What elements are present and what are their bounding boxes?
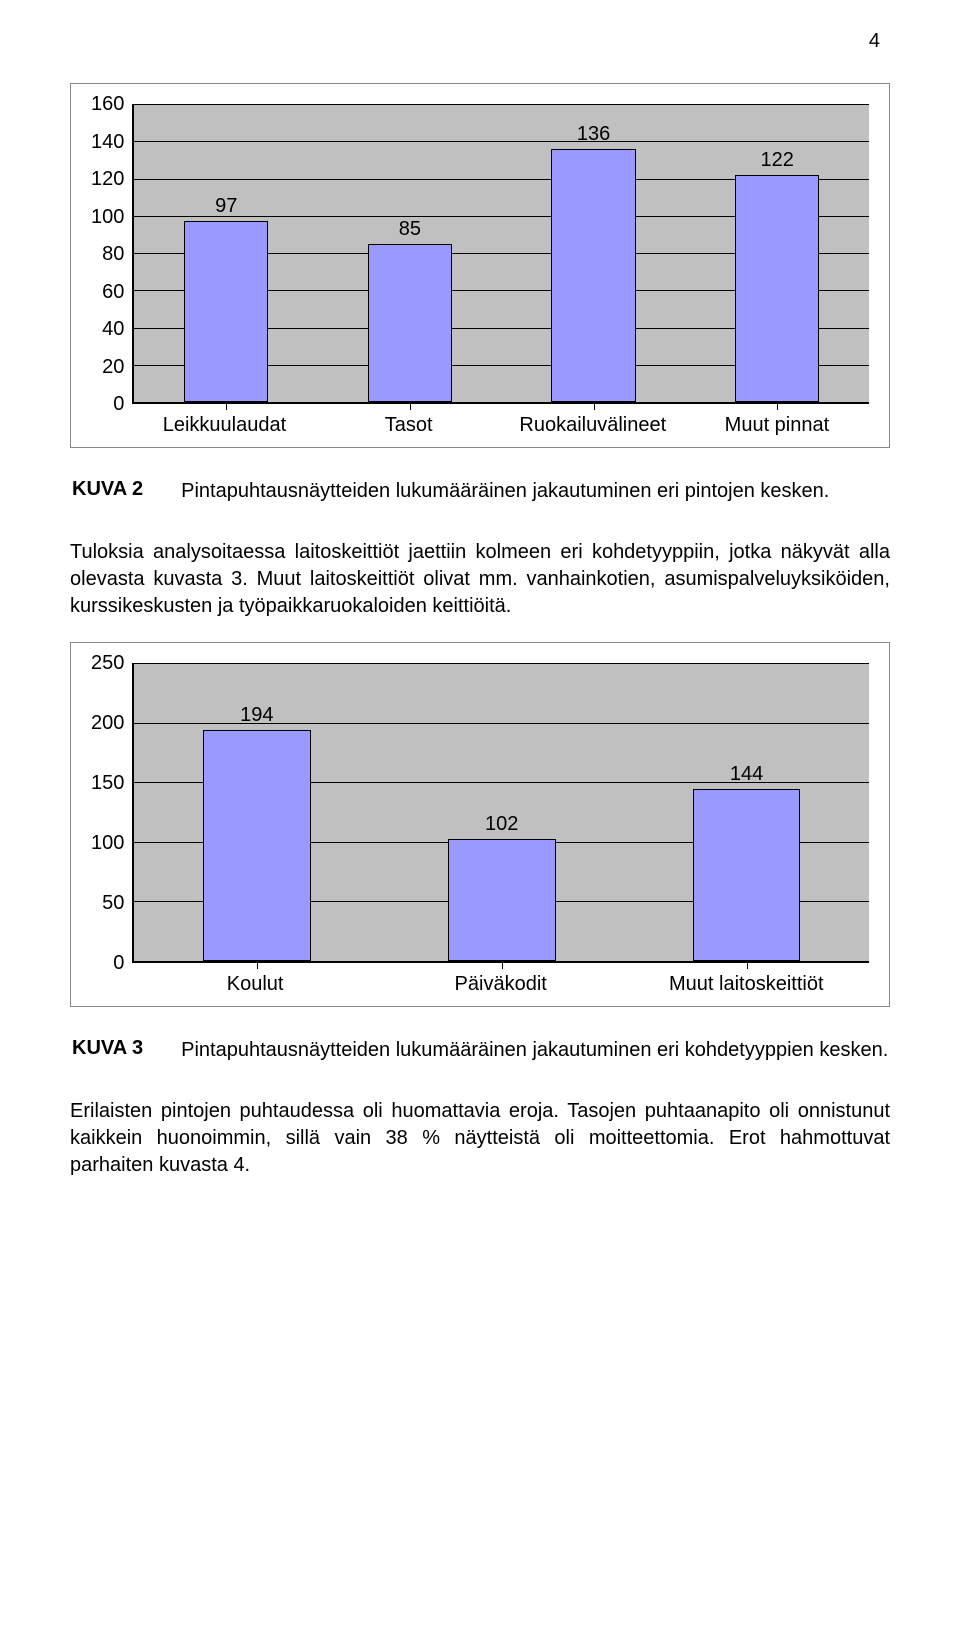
chart1-frame: 160140120100806040200 97 85 136 122 Leikkuu… — [70, 83, 890, 448]
bar-slot: 102 — [379, 663, 624, 961]
x-tick — [410, 402, 411, 410]
bar-value-label: 144 — [730, 763, 763, 786]
chart1-bars: 97 85 136 122 — [134, 104, 869, 402]
x-category-label: Ruokailuvälineet — [501, 414, 685, 437]
x-category-label: Muut laitoskeittiöt — [623, 973, 869, 996]
chart2-plot: 194 102 144 — [132, 663, 869, 963]
bar-value-label: 122 — [760, 149, 793, 172]
bar: 122 — [735, 175, 819, 402]
bar-value-label: 102 — [485, 813, 518, 836]
x-tick — [226, 402, 227, 410]
bar-value-label: 194 — [240, 704, 273, 727]
bar-slot: 122 — [685, 104, 869, 402]
bar: 97 — [184, 221, 268, 402]
chart2-bars: 194 102 144 — [134, 663, 869, 961]
bar-slot: 194 — [134, 663, 379, 961]
chart2-x-labels: KoulutPäiväkoditMuut laitoskeittiöt — [132, 973, 869, 996]
bar-slot: 144 — [624, 663, 869, 961]
kuva3-text: Pintapuhtausnäytteiden lukumääräinen jak… — [181, 1037, 888, 1064]
x-tick — [747, 961, 748, 969]
bar-value-label: 97 — [215, 195, 237, 218]
kuva2-caption: KUVA 2 Pintapuhtausnäytteiden lukumääräi… — [70, 478, 890, 505]
paragraph-2: Erilaisten pintojen puhtaudessa oli huom… — [70, 1098, 890, 1179]
page-number: 4 — [70, 30, 890, 53]
bar-value-label: 136 — [577, 123, 610, 146]
bar: 136 — [551, 149, 635, 402]
x-category-label: Päiväkodit — [378, 973, 624, 996]
kuva3-caption: KUVA 3 Pintapuhtausnäytteiden lukumääräi… — [70, 1037, 890, 1064]
bar-slot: 97 — [134, 104, 318, 402]
bar-slot: 136 — [502, 104, 686, 402]
x-tick — [594, 402, 595, 410]
bar-slot: 85 — [318, 104, 502, 402]
x-tick — [257, 961, 258, 969]
paragraph-1: Tuloksia analysoitaessa laitoskeittiöt j… — [70, 539, 890, 620]
x-category-label: Koulut — [132, 973, 378, 996]
kuva2-key: KUVA 2 — [70, 478, 143, 505]
bar: 144 — [693, 789, 801, 961]
x-tick — [502, 961, 503, 969]
bar: 102 — [448, 839, 556, 961]
x-tick — [777, 402, 778, 410]
chart2-y-axis: 250200150100500 — [91, 663, 132, 963]
kuva3-key: KUVA 3 — [70, 1037, 143, 1064]
bar: 194 — [203, 730, 311, 961]
bar: 85 — [368, 244, 452, 402]
kuva2-text: Pintapuhtausnäytteiden lukumääräinen jak… — [181, 478, 829, 505]
chart1-x-labels: LeikkuulaudatTasotRuokailuvälineetMuut p… — [132, 414, 869, 437]
x-category-label: Tasot — [317, 414, 501, 437]
chart1-area: 160140120100806040200 97 85 136 122 Leikkuu… — [91, 104, 869, 437]
chart2-area: 250200150100500 194 102 144 KoulutPäiväkod… — [91, 663, 869, 996]
chart1-plot: 97 85 136 122 — [132, 104, 869, 404]
x-category-label: Leikkuulaudat — [132, 414, 316, 437]
chart1-y-axis: 160140120100806040200 — [91, 104, 132, 404]
bar-value-label: 85 — [399, 218, 421, 241]
chart2-frame: 250200150100500 194 102 144 KoulutPäiväkod… — [70, 642, 890, 1007]
x-category-label: Muut pinnat — [685, 414, 869, 437]
